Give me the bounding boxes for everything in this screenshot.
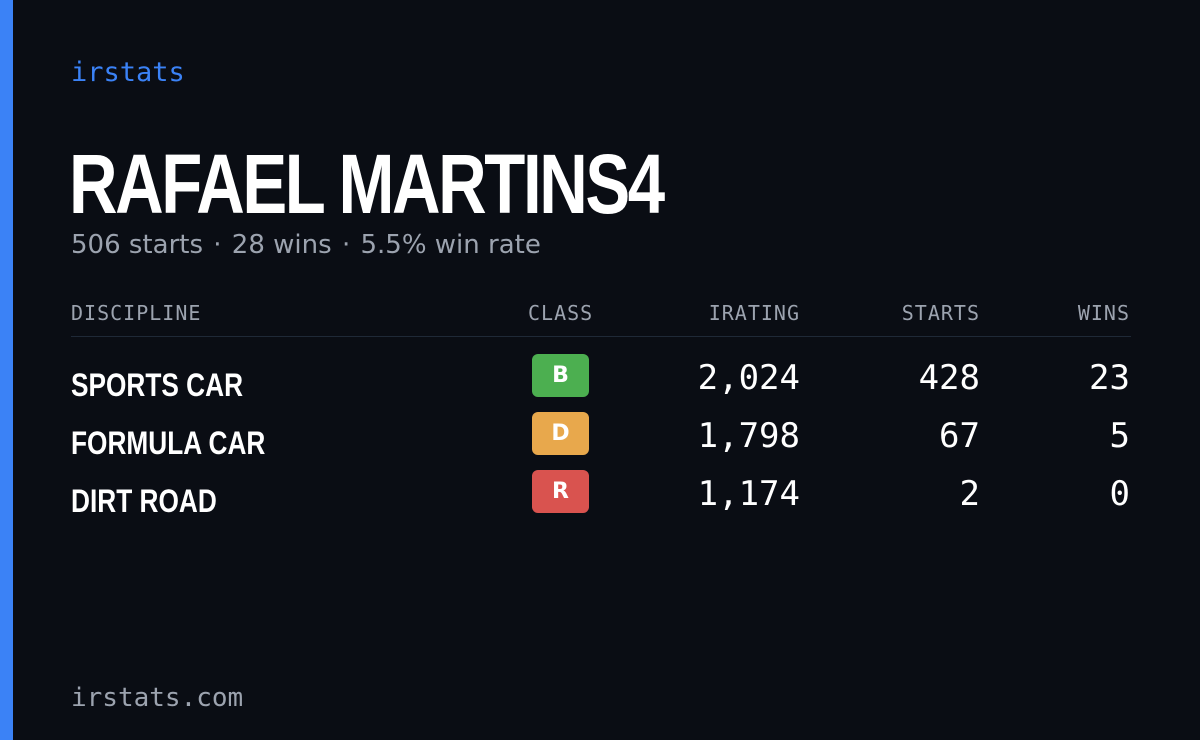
starts-value: 428 bbox=[918, 358, 980, 398]
header-divider bbox=[71, 336, 1131, 337]
column-header-irating: IRATING bbox=[708, 301, 800, 325]
driver-name: RAFAEL MARTINS4 bbox=[69, 137, 665, 231]
license-class-badge: B bbox=[532, 354, 589, 397]
irating-value: 1,174 bbox=[697, 474, 800, 514]
license-class-badge: D bbox=[532, 412, 589, 455]
table-row: DIRT ROAD R 1,174 2 0 bbox=[0, 470, 1200, 522]
table-row: FORMULA CAR D 1,798 67 5 bbox=[0, 412, 1200, 464]
driver-summary: 506 starts · 28 wins · 5.5% win rate bbox=[71, 228, 541, 262]
summary-win-rate: 5.5% win rate bbox=[360, 230, 541, 260]
irating-value: 1,798 bbox=[697, 416, 800, 456]
column-header-wins: WINS bbox=[1077, 301, 1130, 325]
accent-bar bbox=[0, 0, 13, 740]
wins-value: 5 bbox=[1109, 416, 1130, 456]
summary-separator: · bbox=[213, 230, 222, 260]
summary-wins: 28 wins bbox=[231, 230, 332, 260]
footer-url: irstats.com bbox=[71, 683, 244, 713]
summary-separator: · bbox=[341, 230, 351, 260]
discipline-name: FORMULA CAR bbox=[71, 425, 266, 461]
column-header-starts: STARTS bbox=[901, 301, 980, 325]
discipline-name: SPORTS CAR bbox=[71, 367, 244, 403]
brand-logo-text: irstats bbox=[71, 57, 185, 88]
irating-value: 2,024 bbox=[697, 358, 800, 398]
column-header-class: CLASS bbox=[528, 301, 594, 325]
column-header-discipline: DISCIPLINE bbox=[71, 301, 202, 325]
starts-value: 67 bbox=[939, 416, 980, 456]
wins-value: 0 bbox=[1109, 474, 1130, 514]
summary-starts: 506 starts bbox=[71, 230, 203, 260]
license-class-badge: R bbox=[532, 470, 589, 513]
starts-value: 2 bbox=[959, 474, 980, 514]
discipline-name: DIRT ROAD bbox=[71, 483, 217, 519]
table-row: SPORTS CAR B 2,024 428 23 bbox=[0, 354, 1200, 406]
wins-value: 23 bbox=[1089, 358, 1130, 398]
